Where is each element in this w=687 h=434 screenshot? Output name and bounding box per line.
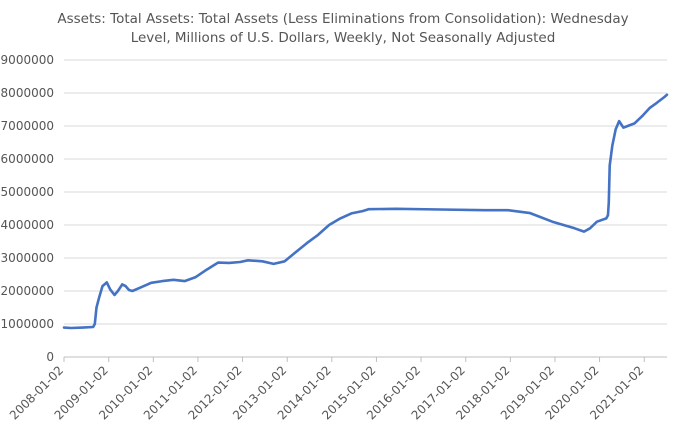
y-tick-label: 3000000: [1, 251, 54, 265]
series-line: [62, 93, 669, 330]
y-tick-label: 5000000: [1, 185, 54, 199]
y-tick-label: 1000000: [1, 317, 54, 331]
series-group: [62, 93, 669, 330]
x-axis: 2008-01-022009-01-022010-01-022011-01-02…: [7, 357, 646, 422]
y-tick-label: 2000000: [1, 284, 54, 298]
y-tick-label: 4000000: [1, 218, 54, 232]
y-axis: 0 1000000 2000000 3000000 4000000 5000000 6000…: [1, 53, 54, 364]
chart-title-line-1: Assets: Total Assets: Total Assets (Less…: [57, 11, 628, 27]
y-tick-label: 9000000: [1, 53, 54, 67]
chart-title-line-2: Level, Millions of U.S. Dollars, Weekly,…: [131, 30, 556, 46]
gridlines: [64, 59, 667, 358]
y-tick-label: 6000000: [1, 152, 54, 166]
y-tick-label: 7000000: [1, 119, 54, 133]
y-tick-label: 0: [46, 350, 54, 364]
y-tick-label: 8000000: [1, 86, 54, 100]
